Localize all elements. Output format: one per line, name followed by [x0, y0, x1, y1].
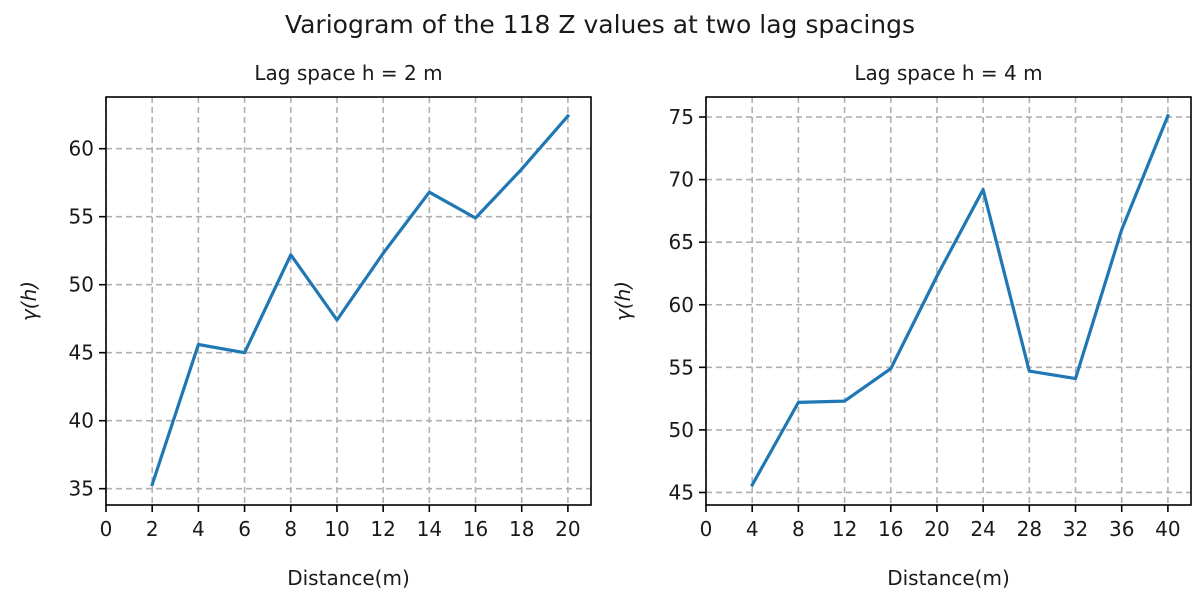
x-tick-label: 6: [238, 517, 251, 541]
x-tick-label: 4: [192, 517, 205, 541]
y-axis-label: γ(h): [611, 281, 635, 321]
y-tick-label: 45: [69, 341, 94, 365]
x-tick-label: 24: [970, 517, 995, 541]
x-tick-label: 0: [100, 517, 113, 541]
y-tick-label: 35: [69, 477, 94, 501]
x-tick-label: 14: [417, 517, 442, 541]
series-line: [750, 113, 1170, 488]
y-tick-label: 50: [669, 418, 694, 442]
chart-lag-2m: Lag space h = 2 m Distance(m) γ(h) 0 2 4 6 8…: [17, 61, 592, 590]
x-tick-label: 20: [555, 517, 580, 541]
x-tick-label: 12: [370, 517, 395, 541]
plot-background: [706, 97, 1191, 505]
plot-frame: [705, 96, 1192, 506]
plot-frame: [105, 96, 592, 506]
x-axis-label: Distance(m): [887, 566, 1010, 590]
series-line: [150, 113, 571, 487]
x-tick-label: 40: [1155, 517, 1180, 541]
chart-title: Lag space h = 4 m: [854, 61, 1042, 85]
figure-title: Variogram of the 118 Z values at two lag…: [285, 10, 915, 39]
y-tick-label: 45: [669, 480, 694, 504]
y-tick-label: 75: [669, 105, 694, 129]
y-tick-label: 40: [69, 409, 94, 433]
y-tick-label: 55: [669, 355, 694, 379]
x-tick-label: 8: [284, 517, 297, 541]
x-tick-label: 8: [792, 517, 805, 541]
y-tick-label: 60: [669, 293, 694, 317]
x-tick-label: 0: [700, 517, 713, 541]
plot-area: [705, 96, 1192, 506]
chart-lag-4m: Lag space h = 4 m Distance(m) γ(h) 0 4 8 12…: [611, 61, 1192, 590]
x-tick-label: 16: [463, 517, 488, 541]
x-tick-label: 10: [324, 517, 349, 541]
x-tick-label: 12: [832, 517, 857, 541]
y-tick-label: 55: [69, 205, 94, 229]
y-tick-label: 70: [669, 168, 694, 192]
y-tick-label: 65: [669, 230, 694, 254]
x-tick-label: 4: [746, 517, 759, 541]
x-tick-label: 18: [509, 517, 534, 541]
y-tick-label: 50: [69, 273, 94, 297]
plot-area: [105, 96, 592, 506]
x-tick-label: 36: [1109, 517, 1134, 541]
x-tick-label: 28: [1017, 517, 1042, 541]
chart-title: Lag space h = 2 m: [254, 61, 442, 85]
x-tick-label: 20: [924, 517, 949, 541]
y-axis-label: γ(h): [17, 281, 41, 321]
x-axis-label: Distance(m): [287, 566, 410, 590]
x-tick-label: 32: [1063, 517, 1088, 541]
y-tick-label: 60: [69, 137, 94, 161]
x-tick-label: 16: [878, 517, 903, 541]
x-tick-label: 2: [146, 517, 159, 541]
